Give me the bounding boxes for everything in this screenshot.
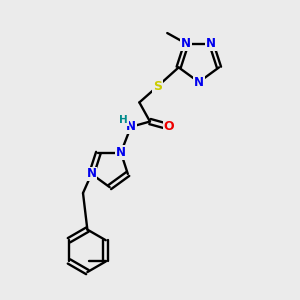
- Text: S: S: [153, 80, 162, 93]
- Text: N: N: [116, 146, 126, 159]
- Text: N: N: [126, 120, 136, 133]
- Text: N: N: [182, 37, 191, 50]
- Text: H: H: [119, 116, 128, 125]
- Text: O: O: [164, 120, 174, 133]
- Text: N: N: [206, 37, 216, 50]
- Text: N: N: [194, 76, 204, 88]
- Text: N: N: [86, 167, 97, 181]
